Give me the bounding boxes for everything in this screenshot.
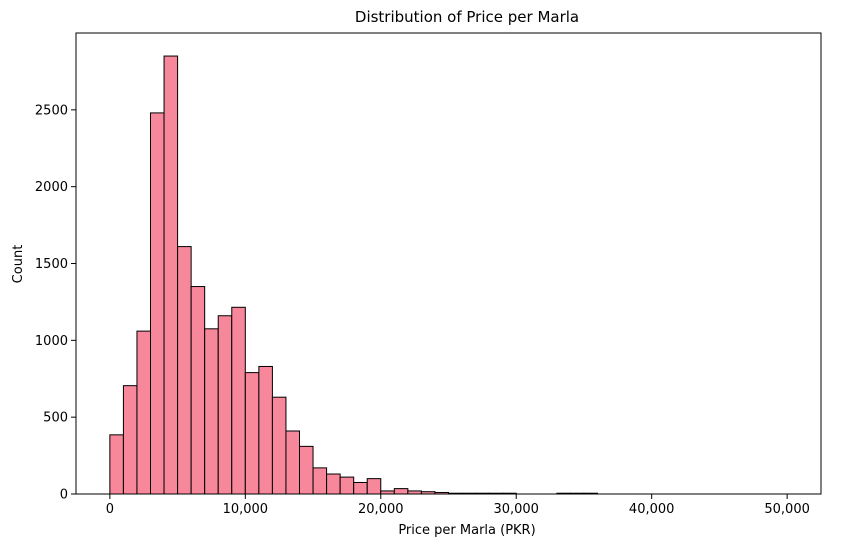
histogram-bar: [122, 385, 138, 495]
histogram-bar: [285, 430, 301, 495]
histogram-bar: [163, 55, 179, 495]
y-tick-label: 1000: [35, 334, 68, 349]
histogram-bar: [326, 473, 341, 495]
y-tick-label: 2000: [35, 180, 68, 195]
x-axis: 0 10,000 20,000 30,000 40,000 50,000: [106, 494, 810, 517]
histogram-bar: [231, 306, 246, 495]
chart-title: Distribution of Price per Marla: [355, 8, 579, 26]
histogram-bar: [177, 246, 192, 495]
histogram-bar: [150, 112, 165, 495]
y-tick-label: 500: [43, 411, 68, 426]
histogram-bar: [393, 488, 409, 495]
histogram-bar: [299, 445, 314, 495]
bars-group: [109, 55, 598, 495]
histogram-bar: [271, 396, 287, 495]
x-tick-label: 0: [106, 502, 114, 517]
histogram-bar: [244, 372, 260, 495]
x-tick-label: 10,000: [223, 502, 269, 517]
x-tick-label: 40,000: [629, 502, 675, 517]
histogram-bar: [366, 478, 382, 495]
histogram-bar: [136, 330, 151, 495]
x-tick-label: 50,000: [764, 502, 810, 517]
y-axis-title: Count: [11, 245, 26, 284]
histogram-bar: [312, 467, 328, 495]
histogram-bar: [258, 365, 273, 495]
histogram-bar: [109, 434, 124, 495]
y-axis: 0 500 1000 1500 2000 2500: [35, 103, 76, 503]
x-axis-title: Price per Marla (PKR): [398, 523, 535, 538]
x-tick-label: 20,000: [358, 502, 404, 517]
histogram-bar: [190, 286, 206, 495]
y-tick-label: 0: [60, 488, 68, 503]
histogram-bar: [353, 481, 368, 495]
y-tick-label: 1500: [35, 257, 68, 272]
histogram-bar: [217, 315, 233, 495]
y-tick-label: 2500: [35, 103, 68, 118]
x-tick-label: 30,000: [493, 502, 539, 517]
histogram-bar: [339, 476, 355, 495]
histogram-bar: [204, 328, 219, 495]
plot-frame: [75, 32, 822, 495]
